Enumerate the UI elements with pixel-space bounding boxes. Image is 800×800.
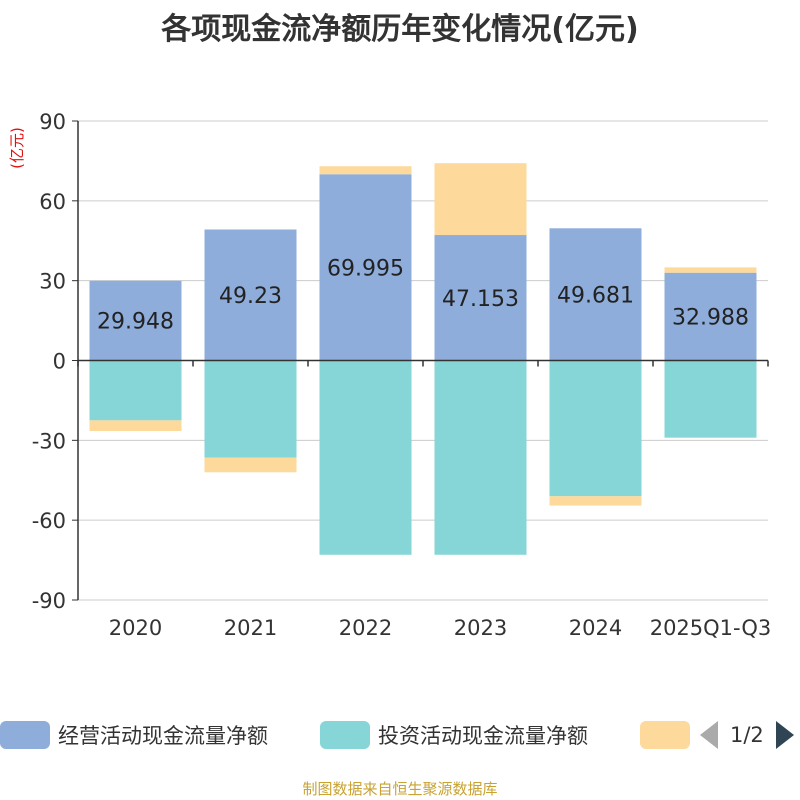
- legend: 经营活动现金流量净额 投资活动现金流量净额 1/2: [0, 712, 800, 758]
- bar-operating: [89, 280, 182, 361]
- bar-financing: [664, 267, 757, 273]
- bar-financing: [434, 163, 527, 236]
- y-tick-label: 30: [39, 270, 66, 294]
- bars: [89, 163, 757, 555]
- bar-financing: [549, 496, 642, 506]
- bar-investing: [89, 360, 182, 421]
- legend-item-investing[interactable]: 投资活动现金流量净额: [320, 720, 588, 750]
- bar-investing: [549, 360, 642, 497]
- legend-item-operating[interactable]: 经营活动现金流量净额: [0, 720, 268, 750]
- bar-financing: [89, 420, 182, 432]
- bar-investing: [434, 360, 527, 555]
- x-tick-label: 2022: [339, 616, 392, 640]
- legend-pager: 1/2: [700, 720, 794, 750]
- y-tick-label: -60: [32, 509, 66, 533]
- y-axis-label: (亿元): [8, 127, 26, 169]
- data-label: 32.988: [672, 306, 749, 331]
- legend-label-investing: 投资活动现金流量净额: [378, 724, 588, 748]
- legend-item-financing[interactable]: [640, 720, 698, 750]
- bar-financing: [204, 457, 297, 473]
- x-tick-label: 2024: [569, 616, 622, 640]
- x-tick-label: 2021: [224, 616, 277, 640]
- legend-swatch-investing: [320, 721, 370, 749]
- y-tick-label: 0: [53, 350, 66, 374]
- y-tick-label: 60: [39, 190, 66, 214]
- bar-operating: [664, 272, 757, 361]
- data-label: 49.681: [557, 283, 634, 308]
- bar-operating: [204, 229, 297, 361]
- bar-investing: [664, 360, 757, 438]
- next-page-icon[interactable]: [775, 721, 794, 749]
- prev-page-icon[interactable]: [700, 721, 718, 749]
- y-tick-label: -30: [32, 429, 66, 453]
- bar-operating: [549, 228, 642, 361]
- y-tick-label: 90: [39, 110, 66, 134]
- bar-operating: [319, 174, 412, 361]
- data-label: 69.995: [327, 256, 404, 281]
- x-tick-label: 2025Q1-Q3: [650, 616, 772, 640]
- legend-page-indicator: 1/2: [730, 723, 764, 747]
- legend-swatch-financing: [640, 721, 690, 749]
- x-tick-label: 2023: [454, 616, 507, 640]
- legend-label-operating: 经营活动现金流量净额: [58, 724, 268, 748]
- bar-investing: [204, 360, 297, 458]
- bar-financing: [319, 166, 412, 175]
- data-source-note: 制图数据来自恒生聚源数据库: [302, 780, 498, 798]
- labels: 90 60 30 0 -30 -60 -90 29.948 49.23 69.995 47.153 4…: [8, 110, 771, 640]
- data-label: 49.23: [219, 284, 282, 309]
- x-tick-label: 2020: [109, 616, 162, 640]
- legend-swatch-operating: [0, 721, 50, 749]
- data-label: 29.948: [97, 310, 174, 335]
- y-tick-label: -90: [32, 589, 66, 613]
- bar-investing: [319, 360, 412, 555]
- chart-title: 各项现金流净额历年变化情况(亿元): [161, 12, 639, 47]
- axes: [72, 120, 769, 601]
- bar-operating: [434, 235, 527, 361]
- data-label: 47.153: [442, 287, 519, 312]
- cash-flow-chart: 90 60 30 0 -30 -60 -90 29.948 49.23 69.995 47.153 4…: [8, 110, 771, 640]
